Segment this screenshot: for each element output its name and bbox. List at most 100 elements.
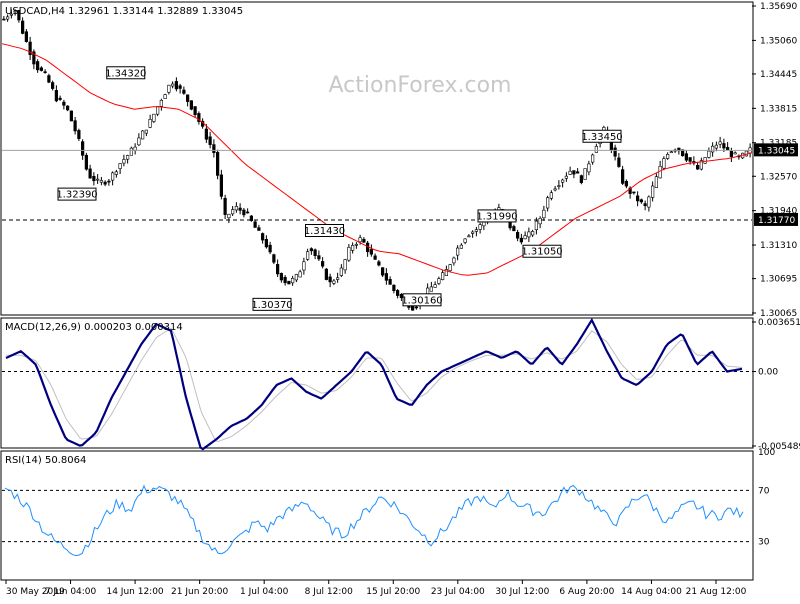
swing-label: 1.34320	[105, 68, 146, 79]
current-price-badge	[754, 143, 798, 157]
candle-body	[523, 235, 527, 240]
candle-body	[92, 176, 96, 182]
candle-body	[636, 195, 640, 202]
candle-body	[17, 9, 21, 21]
candle-body	[658, 165, 662, 179]
candle-body	[126, 155, 130, 160]
candle-body	[54, 90, 58, 102]
candle-body	[681, 149, 685, 157]
price-axis-label: 1.31940	[760, 207, 797, 217]
candle-body	[197, 113, 201, 122]
candle-body	[669, 151, 673, 154]
time-axis-label: 21 Jun 20:00	[171, 587, 228, 597]
dashed-level-badge	[754, 212, 798, 226]
rsi-line	[4, 484, 744, 557]
candle-body	[351, 245, 355, 251]
candle-body	[429, 286, 433, 292]
candle-body	[114, 171, 118, 175]
candle-body	[324, 268, 328, 280]
candle-body	[354, 243, 358, 246]
swing-label-box	[477, 209, 517, 223]
swing-label: 1.30160	[401, 295, 442, 306]
candle-body	[568, 170, 572, 175]
candle-body	[36, 61, 40, 71]
candle-body	[662, 158, 666, 169]
candle-body	[381, 267, 385, 276]
candle-body	[516, 232, 520, 239]
price-axis-label: 1.30065	[760, 309, 797, 319]
rsi-axis-label: 100	[758, 448, 775, 458]
candle-body	[279, 273, 283, 281]
candle-body	[2, 18, 6, 21]
macd-axis-label: 0.003651	[758, 318, 800, 328]
candle-body	[99, 180, 103, 183]
candle-body	[272, 254, 276, 263]
time-axis-label: 30 May 2019	[6, 587, 65, 597]
candle-body	[51, 82, 55, 89]
candle-body	[141, 130, 145, 140]
price-axis-label: 1.35690	[760, 2, 797, 12]
swing-label: 1.31430	[304, 226, 345, 237]
candle-body	[538, 218, 542, 225]
candle-body	[118, 163, 122, 169]
candle-body	[336, 277, 340, 280]
candle-body	[688, 157, 692, 162]
candle-body	[549, 192, 553, 199]
time-axis-label: 6 Aug 20:00	[559, 587, 614, 597]
candle-body	[482, 221, 486, 227]
candle-body	[159, 100, 163, 107]
candle-body	[729, 150, 733, 157]
candle-body	[58, 97, 62, 100]
price-panel-frame	[0, 1, 754, 316]
swing-label-box	[402, 293, 442, 307]
time-axis-label: 23 Jul 04:00	[431, 587, 485, 597]
candle-body	[519, 237, 523, 243]
swing-label-box	[106, 66, 146, 80]
candle-body	[628, 187, 632, 194]
candle-body	[373, 255, 377, 260]
price-axis-label: 1.31310	[760, 241, 797, 251]
candle-body	[546, 197, 550, 209]
candle-body	[189, 100, 193, 110]
candle-body	[654, 176, 658, 188]
candle-body	[73, 120, 77, 132]
candle-body	[726, 147, 730, 151]
candle-body	[534, 220, 538, 230]
candle-body	[733, 152, 737, 155]
candle-body	[384, 273, 388, 281]
candle-body	[107, 180, 111, 183]
rsi-panel-frame	[0, 450, 754, 581]
swing-label-box	[305, 224, 344, 238]
candle-body	[178, 85, 182, 89]
candle-body	[148, 119, 152, 128]
candle-body	[238, 207, 242, 211]
rsi-axis-label: 30	[758, 538, 770, 548]
candle-body	[478, 224, 482, 230]
candle-body	[321, 261, 325, 267]
candle-body	[186, 94, 190, 102]
candle-body	[414, 306, 418, 309]
candle-body	[193, 106, 197, 116]
watermark: ActionForex.com	[329, 73, 512, 98]
time-axis-label: 1 Jul 04:00	[240, 587, 289, 597]
candle-body	[392, 284, 396, 291]
price-axis-label: 1.35060	[760, 36, 797, 46]
candle-body	[167, 84, 171, 93]
candle-body	[234, 206, 238, 211]
candle-body	[294, 274, 298, 281]
candle-body	[43, 71, 47, 73]
time-axis-label: 7 Jun 04:00	[45, 587, 97, 597]
candle-body	[714, 144, 718, 149]
candle-body	[332, 280, 336, 284]
swing-label-box	[252, 297, 292, 311]
candle-body	[6, 16, 10, 20]
macd-axis-label: -0.005489	[758, 442, 800, 452]
candle-body	[347, 247, 351, 261]
swing-label-box	[582, 129, 622, 143]
candle-body	[287, 280, 291, 285]
candle-body	[231, 209, 235, 215]
candle-body	[444, 269, 448, 276]
candle-body	[369, 249, 373, 255]
candle-body	[459, 244, 463, 249]
candle-body	[703, 157, 707, 164]
